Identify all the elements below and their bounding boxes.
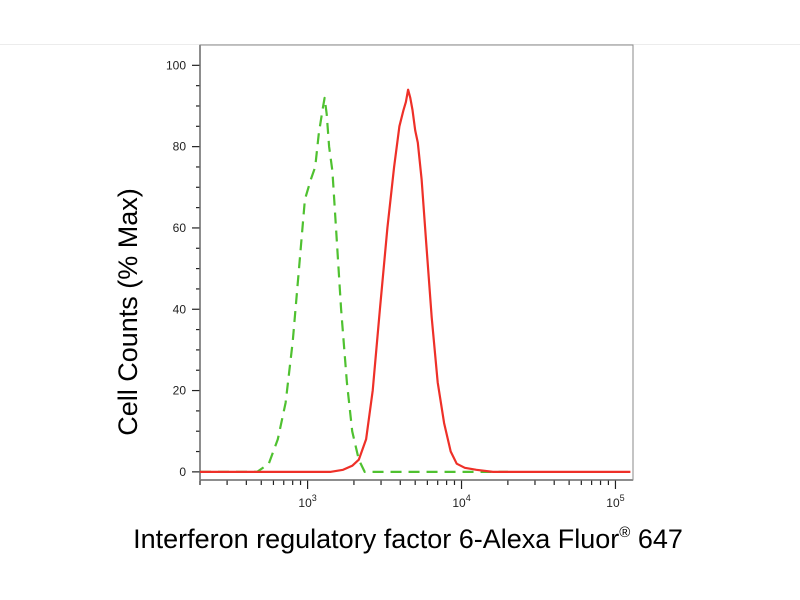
y-tick-label: 20: [173, 384, 187, 398]
x-axis-title-registered-mark: ®: [619, 524, 630, 541]
x-tick-base: 10: [298, 496, 312, 510]
x-tick-label: 103: [298, 493, 316, 510]
x-tick-exponent: 5: [620, 493, 625, 503]
control-histogram-line: [200, 96, 508, 473]
x-tick-base: 10: [606, 496, 620, 510]
x-axis-title-suffix: 647: [630, 524, 683, 554]
x-tick-label: 105: [606, 493, 624, 510]
x-tick-base: 10: [452, 496, 466, 510]
y-tick-label: 60: [173, 221, 187, 235]
x-tick-label: 104: [452, 493, 470, 510]
y-tick-label: 40: [173, 302, 187, 316]
x-axis: 103 104 105: [199, 479, 633, 510]
y-tick-label: 80: [173, 140, 187, 154]
y-axis: 0 20 40 60 80 100: [166, 45, 201, 480]
plot-frame: [199, 44, 634, 481]
x-tick-exponent: 3: [312, 493, 317, 503]
y-tick-label: 100: [166, 58, 186, 72]
x-tick-exponent: 4: [466, 493, 471, 503]
y-tick-label: 0: [179, 465, 186, 479]
sample-histogram-line: [200, 88, 631, 473]
x-axis-title: Interferon regulatory factor 6-Alexa Flu…: [133, 524, 683, 554]
x-axis-title-main: Interferon regulatory factor 6-Alexa Flu…: [133, 524, 619, 554]
series-group: [200, 88, 631, 473]
y-axis-title: Cell Counts (% Max): [113, 188, 143, 436]
